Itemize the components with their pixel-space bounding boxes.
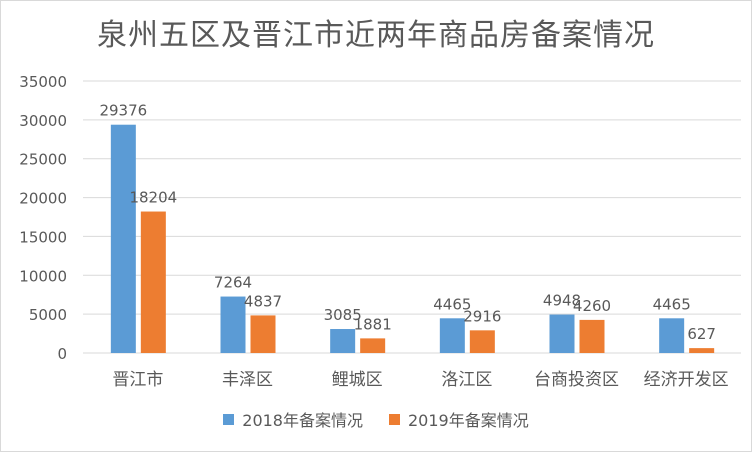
legend-label-2019: 2019年备案情况: [408, 411, 529, 430]
legend-swatch-2018: [223, 413, 235, 425]
bar: [439, 318, 465, 353]
y-tick-label: 30000: [19, 112, 67, 130]
y-tick-label: 25000: [19, 151, 67, 169]
bar: [220, 296, 246, 353]
bar: [140, 211, 166, 353]
x-tick-label: 鲤城区: [332, 370, 383, 390]
bar: [659, 318, 685, 353]
data-label: 2916: [463, 307, 501, 325]
bar: [579, 319, 605, 353]
data-label: 627: [687, 325, 716, 343]
data-label: 1881: [354, 315, 392, 333]
bar: [110, 124, 136, 353]
bar: [360, 338, 386, 353]
legend-label-2018: 2018年备案情况: [242, 411, 363, 430]
x-tick-label: 丰泽区: [222, 370, 273, 390]
data-label: 4260: [573, 297, 611, 315]
data-label: 29376: [99, 102, 147, 120]
y-tick-label: 10000: [19, 267, 67, 285]
data-label: 4837: [244, 292, 282, 310]
y-tick-label: 20000: [19, 190, 67, 208]
y-tick-label: 15000: [19, 228, 67, 246]
bar: [689, 348, 715, 353]
y-tick-label: 5000: [29, 306, 67, 324]
data-label: 7264: [214, 274, 252, 292]
bar: [469, 330, 495, 353]
x-tick-label: 洛江区: [441, 370, 492, 390]
legend-item-2019: 2019年备案情况: [389, 407, 529, 431]
data-label: 4948: [543, 292, 581, 310]
x-tick-label: 经济开发区: [644, 370, 729, 390]
data-label: 3085: [324, 306, 362, 324]
legend-item-2018: 2018年备案情况: [223, 407, 363, 431]
y-tick-label: 0: [57, 345, 67, 363]
bar: [250, 315, 276, 353]
legend: 2018年备案情况 2019年备案情况: [1, 405, 751, 433]
bar: [330, 329, 356, 353]
y-tick-label: 35000: [19, 73, 67, 91]
data-label: 18204: [129, 189, 177, 207]
bar: [549, 314, 575, 353]
bar-chart: 0 5000 10000 15000 20000 25000 30000 35000 晋江市 29…: [19, 73, 741, 390]
legend-swatch-2019: [389, 413, 400, 425]
x-tick-label: 台商投资区: [534, 370, 619, 390]
x-tick-label: 晋江市: [112, 370, 163, 390]
data-label: 4465: [433, 295, 471, 313]
data-label: 4465: [653, 295, 691, 313]
chart-title: 泉州五区及晋江市近两年商品房备案情况: [97, 18, 655, 53]
